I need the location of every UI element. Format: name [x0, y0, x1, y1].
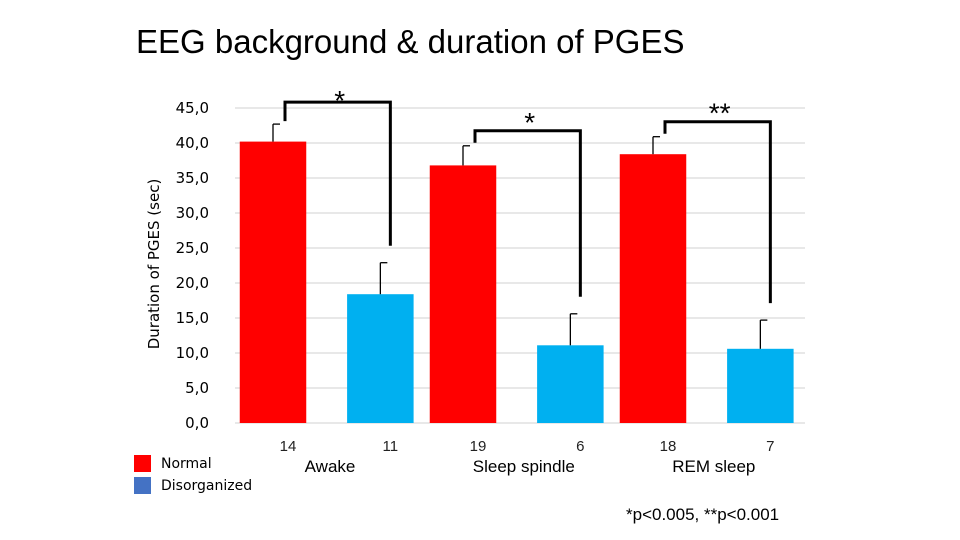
bar [239, 141, 307, 423]
y-tick-label: 30,0 [176, 204, 209, 222]
y-tick-label: 45,0 [176, 99, 209, 117]
y-tick-label: 35,0 [176, 169, 209, 187]
significance-bracket [663, 120, 772, 304]
bar [429, 165, 497, 423]
significance-bracket [283, 100, 392, 246]
y-tick-label: 15,0 [176, 309, 209, 327]
sample-size-label: 11 [383, 438, 399, 455]
bar [727, 348, 794, 423]
significance-brackets: ** ** [283, 85, 772, 304]
sample-size-labels: 14 11 19 6 18 7 [280, 438, 775, 455]
legend-label: Disorganized [161, 478, 252, 494]
y-tick-label: 0,0 [185, 414, 209, 432]
chart-title: EEG background & duration of PGES [136, 23, 684, 60]
category-label: Sleep spindle [473, 457, 575, 476]
y-tick-label: 25,0 [176, 239, 209, 257]
y-axis-ticks: 0,0 5,0 10,0 15,0 20,0 25,0 30,0 35,0 40,0 45,0 [176, 99, 209, 432]
y-axis-label: Duration of PGES (sec) [145, 179, 163, 350]
y-tick-label: 40,0 [176, 134, 209, 152]
significance-marker: * [524, 107, 535, 138]
gridlines [235, 107, 805, 424]
sample-size-label: 19 [470, 438, 487, 455]
y-tick-label: 5,0 [185, 379, 209, 397]
sample-size-label: 14 [280, 438, 297, 455]
y-tick-label: 10,0 [176, 344, 209, 362]
significance-footnote: *p<0.005, **p<0.001 [626, 505, 779, 524]
sample-size-label: 7 [766, 438, 774, 455]
bar [619, 154, 687, 423]
bar [537, 345, 604, 423]
sample-size-label: 6 [576, 438, 584, 455]
bar [347, 294, 414, 423]
legend-swatch [134, 477, 151, 494]
y-tick-label: 20,0 [176, 274, 209, 292]
category-label: REM sleep [672, 457, 755, 476]
legend-swatch [134, 455, 151, 472]
legend: Normal Disorganized [134, 455, 252, 494]
significance-marker: ** [709, 98, 731, 129]
category-label: Awake [305, 457, 356, 476]
category-labels: Awake Sleep spindle REM sleep [305, 457, 756, 476]
sample-size-label: 18 [660, 438, 677, 455]
significance-bracket [473, 129, 582, 297]
significance-marker: * [334, 85, 345, 116]
bars [239, 123, 794, 423]
legend-label: Normal [161, 456, 212, 472]
